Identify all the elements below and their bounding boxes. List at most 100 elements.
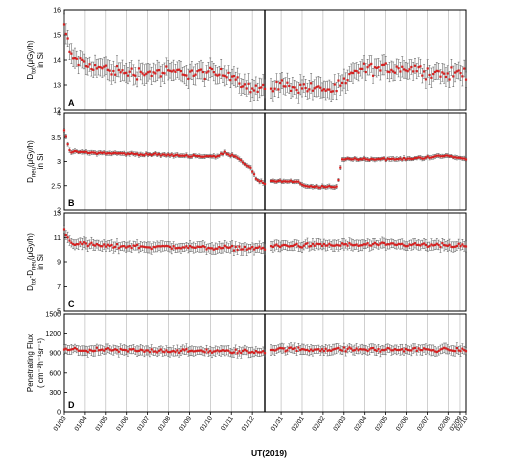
data-point: [185, 245, 188, 248]
data-point: [333, 244, 336, 247]
data-point: [291, 86, 294, 89]
data-point: [190, 349, 194, 352]
x-tick-label: 01/08: [157, 415, 172, 433]
data-point: [299, 246, 302, 249]
data-point: [152, 71, 155, 74]
data-point: [231, 153, 234, 156]
data-point: [104, 245, 108, 248]
data-point: [404, 347, 407, 351]
data-point: [183, 74, 186, 77]
data-point: [72, 150, 75, 153]
data-point: [121, 348, 124, 352]
data-point: [227, 153, 230, 156]
data-point: [245, 248, 248, 251]
y-tick-label: 4: [57, 111, 61, 118]
data-point: [277, 347, 280, 350]
y-tick-label: 16: [53, 8, 61, 15]
data-point: [269, 179, 273, 183]
data-point: [170, 70, 173, 73]
data-point: [207, 70, 210, 73]
data-point: [422, 347, 426, 350]
data-point: [319, 242, 322, 246]
y-tick-label: 13: [53, 83, 61, 90]
data-point: [463, 157, 466, 160]
data-point: [326, 185, 329, 188]
data-point: [282, 85, 285, 88]
data-point: [214, 155, 217, 159]
data-point: [392, 349, 395, 352]
data-point: [353, 69, 356, 72]
data-point: [68, 239, 71, 242]
data-point: [406, 70, 409, 73]
y-tick-label: 300: [49, 390, 61, 397]
data-point: [344, 158, 347, 161]
data-point: [108, 244, 111, 248]
data-point: [291, 347, 294, 351]
x-tick-label: 01/05: [94, 415, 109, 433]
data-point: [92, 243, 95, 246]
data-point: [207, 246, 210, 250]
data-point: [101, 245, 104, 248]
data-point: [412, 70, 415, 73]
data-point: [241, 248, 245, 251]
data-point: [304, 86, 307, 90]
data-point: [422, 70, 426, 73]
data-point: [340, 81, 344, 85]
data-point: [441, 347, 444, 350]
panel-D: 0 300 600 900 1200 1500 Penetrating Flux( cm⁻²…: [26, 312, 468, 417]
data-point: [351, 71, 355, 75]
data-point: [359, 347, 362, 351]
data-point: [263, 182, 267, 186]
data-point: [194, 73, 197, 76]
data-point: [183, 246, 186, 249]
data-point: [134, 74, 137, 77]
data-point: [331, 186, 335, 189]
data-point: [446, 154, 449, 157]
data-point: [320, 185, 324, 188]
data-point: [106, 152, 109, 155]
data-point: [271, 90, 274, 93]
data-point: [286, 180, 289, 183]
data-point: [408, 243, 411, 246]
data-point: [359, 158, 362, 161]
data-point: [361, 158, 364, 161]
data-point: [137, 67, 141, 70]
data-point: [165, 244, 168, 248]
data-point: [350, 347, 353, 350]
data-point: [97, 151, 100, 154]
data-point: [461, 75, 464, 78]
data-point: [437, 154, 440, 157]
data-point: [382, 63, 386, 66]
data-point: [335, 185, 338, 188]
data-point: [125, 349, 128, 352]
data-point: [221, 349, 225, 352]
data-point: [181, 246, 184, 249]
y-label-rest: -D: [26, 270, 35, 279]
data-point: [146, 71, 150, 74]
data-point: [141, 349, 144, 352]
data-point: [73, 57, 77, 60]
data-point: [375, 158, 378, 161]
data-point: [455, 156, 458, 159]
data-point: [137, 247, 141, 250]
data-point: [275, 80, 278, 84]
data-point: [209, 154, 212, 158]
data-point: [315, 348, 318, 351]
data-point: [388, 347, 391, 350]
data-point: [346, 244, 349, 247]
series-points: [62, 342, 468, 359]
data-point: [241, 161, 245, 164]
data-point: [330, 244, 333, 247]
data-point: [62, 129, 66, 132]
data-point: [194, 246, 197, 250]
data-point: [277, 179, 280, 182]
data-point: [459, 245, 462, 248]
data-point: [260, 247, 263, 250]
data-point: [422, 242, 426, 245]
data-point: [459, 71, 462, 75]
data-point: [64, 347, 67, 350]
data-point: [201, 350, 204, 353]
data-point: [346, 157, 349, 160]
data-point: [236, 352, 239, 355]
data-point: [254, 246, 257, 250]
